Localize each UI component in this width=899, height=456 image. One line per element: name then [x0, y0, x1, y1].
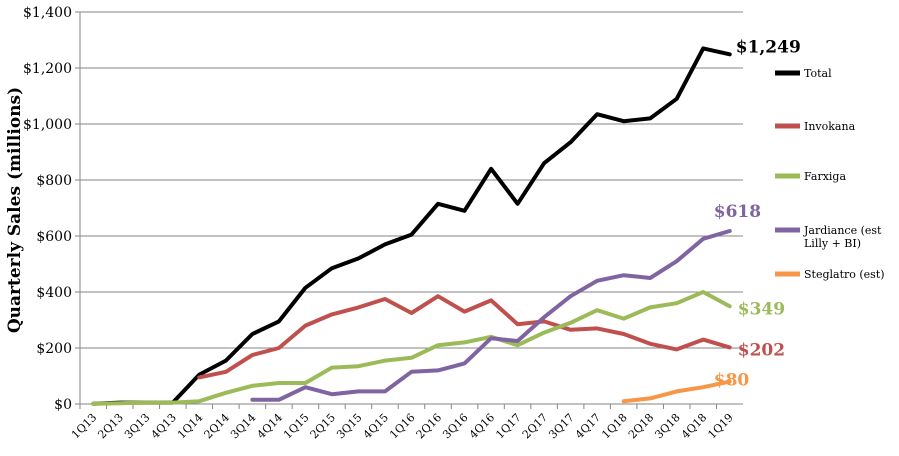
x-tick-label: 4Q15	[361, 411, 391, 441]
legend-label-3: Jardiance (est Lilly + BI)	[803, 224, 882, 250]
series-line-3	[250, 229, 732, 402]
series-line-0	[91, 46, 732, 406]
x-tick-label: 2Q17	[520, 411, 550, 441]
x-tick-label: 1Q13	[69, 411, 99, 441]
x-tick-label: 4Q16	[467, 411, 497, 441]
legend-label-0: Total	[804, 67, 832, 80]
x-tick-label: 3Q17	[546, 411, 576, 441]
y-tick-label: $1,000	[23, 117, 72, 133]
gridlines	[80, 11, 743, 349]
x-tick-label: 3Q15	[334, 411, 364, 441]
x-tick-label: 1Q17	[493, 411, 523, 441]
x-tick-label: 3Q13	[122, 411, 152, 441]
x-tick-label: 2Q13	[95, 411, 125, 441]
x-tick-label: 3Q16	[440, 411, 470, 441]
series-line-4	[621, 379, 732, 404]
x-tick-label: 1Q18	[599, 411, 629, 441]
legend-label-2: Farxiga	[804, 170, 846, 183]
y-tick-label: $0	[54, 397, 72, 413]
x-tick-label: 2Q14	[202, 411, 232, 441]
legend-label-1: Invokana	[804, 120, 856, 133]
x-tick-label: 1Q15	[281, 411, 311, 441]
x-tick-label: 4Q13	[149, 411, 179, 441]
x-tick-label: 3Q14	[228, 411, 258, 441]
end-label-4: $80	[714, 371, 750, 391]
series-line-2	[91, 290, 732, 406]
end-label-2: $349	[738, 299, 785, 319]
y-axis-label: Quarterly Sales (millions)	[5, 87, 25, 333]
x-tick-label: 4Q17	[573, 411, 603, 441]
y-tick-label: $1,400	[23, 5, 72, 21]
y-tick-label: $800	[36, 173, 72, 189]
y-tick-label: $600	[36, 229, 72, 245]
x-tick-label: 3Q18	[652, 411, 682, 441]
y-tick-labels: $0 $200 $400 $600 $800 $1,000 $1,200 $1,400	[23, 5, 72, 413]
x-tick-label: 2Q15	[308, 411, 338, 441]
x-tick-labels: 1Q132Q133Q134Q131Q142Q143Q144Q141Q152Q15…	[69, 411, 736, 441]
x-tick-label: 2Q18	[626, 411, 656, 441]
legend-label-4: Steglatro (est)	[804, 268, 885, 281]
series-line-1	[197, 294, 732, 380]
end-label-1: $202	[738, 340, 785, 360]
axes	[75, 11, 743, 409]
x-tick-label: 1Q14	[175, 411, 205, 441]
legend: Total Invokana Farxiga Jardiance (est Lilly …	[775, 67, 885, 281]
x-tick-label: 4Q14	[255, 411, 285, 441]
end-labels: $1,249 $202 $349 $618 $80	[714, 37, 801, 390]
y-tick-label: $1,200	[23, 61, 72, 77]
x-tick-label: 1Q19	[705, 411, 735, 441]
x-tick-label: 1Q16	[387, 411, 417, 441]
x-tick-label: 4Q18	[679, 411, 709, 441]
y-tick-label: $200	[36, 341, 72, 357]
y-tick-label: $400	[36, 285, 72, 301]
end-label-0: $1,249	[736, 37, 801, 57]
end-label-3: $618	[714, 202, 761, 222]
x-tick-label: 2Q16	[414, 411, 444, 441]
series-lines	[91, 46, 732, 406]
